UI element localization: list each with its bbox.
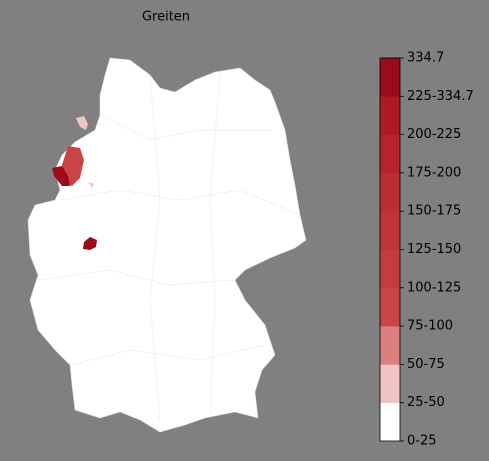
colorbar-segment xyxy=(380,249,400,289)
colorbar-label: 175-200 xyxy=(407,165,461,180)
colorbar-label: 334.7 xyxy=(407,51,444,66)
colorbar-label: 150-175 xyxy=(407,204,461,219)
country-outline xyxy=(27,57,307,433)
colorbar-label: 75-100 xyxy=(407,319,453,334)
colorbar-label: 0-25 xyxy=(407,434,437,449)
region-small-a xyxy=(76,116,88,130)
germany-map xyxy=(27,57,307,433)
colorbar-label: 125-150 xyxy=(407,242,461,257)
colorbar-segment xyxy=(380,211,400,250)
colorbar-segment xyxy=(380,287,400,327)
region-kreis xyxy=(83,237,97,250)
colorbar-segment xyxy=(380,402,400,442)
region-small-b xyxy=(88,182,94,188)
colorbar-label: 225-334.7 xyxy=(407,89,474,104)
colorbar-segment xyxy=(380,326,400,365)
colorbar-label: 25-50 xyxy=(407,395,445,410)
colorbar-label: 200-225 xyxy=(407,127,461,142)
colorbar-segment xyxy=(380,364,400,403)
colorbar-segment xyxy=(380,96,400,135)
colorbar-segment xyxy=(380,172,400,212)
colorbar-segment xyxy=(380,58,400,97)
map-title: Greiten xyxy=(142,10,190,25)
colorbar-segment xyxy=(380,134,400,174)
colorbar: 0-25 25-50 50-75 75-100 100-125 125-150 150-17… xyxy=(379,51,474,449)
district-borders xyxy=(39,71,301,421)
colorbar-label: 50-75 xyxy=(407,357,445,372)
colorbar-label: 100-125 xyxy=(407,280,461,295)
region-grafschaft xyxy=(52,166,70,186)
